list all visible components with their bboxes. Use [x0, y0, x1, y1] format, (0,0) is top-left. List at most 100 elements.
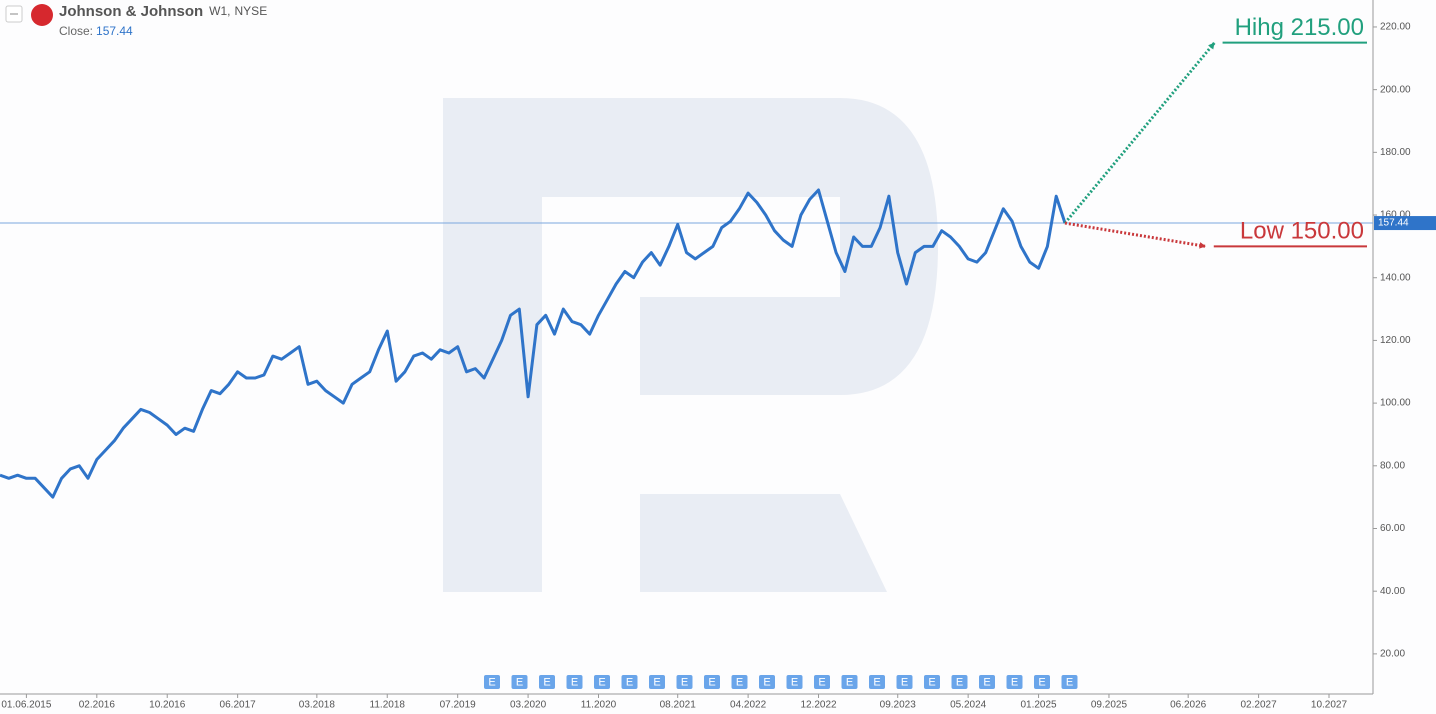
- x-tick-label: 05.2024: [950, 700, 987, 711]
- earnings-badge: [951, 675, 968, 689]
- earnings-badge: [731, 675, 748, 689]
- forecast-arrow: [1063, 41, 1216, 225]
- earnings-badge: [1061, 675, 1078, 689]
- watermark: [443, 98, 938, 592]
- earnings-label: E: [1038, 676, 1045, 688]
- earnings-badge: [924, 675, 940, 689]
- earnings-label: E: [763, 676, 770, 688]
- earnings-marker[interactable]: E: [924, 675, 940, 689]
- y-tick-label: 180.00: [1380, 147, 1411, 158]
- y-tick-label: 60.00: [1380, 523, 1405, 534]
- earnings-label: E: [488, 676, 495, 688]
- y-tick-label: 120.00: [1380, 335, 1411, 346]
- earnings-marker[interactable]: E: [814, 675, 830, 689]
- earnings-badge: [594, 675, 610, 689]
- x-tick-label: 08.2021: [660, 700, 697, 711]
- earnings-badge: [896, 675, 913, 689]
- earnings-badge: [1006, 675, 1023, 689]
- earnings-label: E: [983, 676, 990, 688]
- forecast-label: Low 150.00: [1240, 218, 1364, 245]
- earnings-marker[interactable]: E: [704, 675, 720, 689]
- earnings-label: E: [1066, 676, 1073, 688]
- earnings-label: E: [736, 676, 743, 688]
- earnings-badge: [704, 675, 720, 689]
- x-tick-label: 12.2022: [800, 700, 837, 711]
- x-tick-label: 01.2025: [1020, 700, 1057, 711]
- close-value: 157.44: [96, 24, 133, 38]
- earnings-label: E: [956, 676, 963, 688]
- x-tick-label: 09.2023: [880, 700, 917, 711]
- earnings-marker[interactable]: E: [1034, 675, 1050, 689]
- earnings-marker[interactable]: E: [731, 675, 748, 689]
- earnings-label: E: [873, 676, 880, 688]
- earnings-label: E: [543, 676, 550, 688]
- close-tag-label: 157.44: [1378, 218, 1409, 229]
- earnings-badge: [814, 675, 830, 689]
- earnings-label: E: [653, 676, 660, 688]
- x-tick-label: 07.2019: [440, 700, 477, 711]
- earnings-marker[interactable]: E: [539, 675, 555, 689]
- x-tick-label: 02.2016: [79, 700, 116, 711]
- earnings-badge: [979, 675, 995, 689]
- earnings-label: E: [928, 676, 935, 688]
- x-tick-label: 10.2016: [149, 700, 186, 711]
- x-tick-label: 04.2022: [730, 700, 767, 711]
- earnings-label: E: [598, 676, 605, 688]
- symbol-title: Johnson & Johnson: [59, 3, 203, 20]
- y-tick-label: 100.00: [1380, 398, 1411, 409]
- earnings-marker[interactable]: E: [621, 675, 638, 689]
- y-tick-label: 160.00: [1380, 210, 1411, 221]
- interval: W1,: [209, 4, 230, 18]
- earnings-marker[interactable]: E: [979, 675, 995, 689]
- x-tick-label: 11.2018: [370, 700, 406, 711]
- earnings-marker[interactable]: E: [649, 675, 665, 689]
- forecast-arrowhead: [1199, 242, 1206, 249]
- earnings-marker[interactable]: E: [566, 675, 583, 689]
- header-text: Johnson & Johnson W1, NYSE: [59, 3, 267, 20]
- earnings-badge: [786, 675, 803, 689]
- y-tick-label: 220.00: [1380, 22, 1411, 33]
- x-tick-label: 03.2018: [299, 700, 336, 711]
- close-tag: [1374, 216, 1436, 231]
- earnings-marker[interactable]: E: [759, 675, 775, 689]
- y-tick-label: 140.00: [1380, 272, 1411, 283]
- earnings-label: E: [1011, 676, 1018, 688]
- logo: [31, 4, 53, 26]
- earnings-badge: [1034, 675, 1050, 689]
- earnings-marker[interactable]: E: [511, 675, 528, 689]
- forecast-label: Hihg 215.00: [1235, 14, 1364, 41]
- exchange: NYSE: [235, 4, 268, 18]
- earnings-marker[interactable]: E: [841, 675, 858, 689]
- earnings-marker[interactable]: E: [1006, 675, 1023, 689]
- x-tick-label: 01.06.2015: [1, 700, 51, 711]
- x-tick-label: 09.2025: [1091, 700, 1128, 711]
- x-tick-label: 02.2027: [1241, 700, 1278, 711]
- earnings-marker[interactable]: E: [676, 675, 693, 689]
- earnings-badge: [759, 675, 775, 689]
- earnings-marker[interactable]: E: [869, 675, 885, 689]
- earnings-marker[interactable]: E: [594, 675, 610, 689]
- earnings-marker[interactable]: E: [484, 675, 500, 689]
- y-tick-label: 200.00: [1380, 84, 1411, 95]
- x-tick-label: 10.2027: [1311, 700, 1348, 711]
- earnings-label: E: [626, 676, 633, 688]
- x-tick-label: 06.2017: [220, 700, 257, 711]
- earnings-label: E: [846, 676, 853, 688]
- earnings-label: E: [681, 676, 688, 688]
- y-tick-label: 40.00: [1380, 586, 1405, 597]
- earnings-badge: [511, 675, 528, 689]
- earnings-label: E: [901, 676, 908, 688]
- earnings-badge: [676, 675, 693, 689]
- earnings-marker[interactable]: E: [896, 675, 913, 689]
- y-tick-label: 80.00: [1380, 460, 1405, 471]
- earnings-badge: [869, 675, 885, 689]
- earnings-label: E: [571, 676, 578, 688]
- earnings-marker[interactable]: E: [951, 675, 968, 689]
- earnings-marker[interactable]: E: [1061, 675, 1078, 689]
- price-line: [0, 188, 1067, 499]
- y-tick-label: 20.00: [1380, 649, 1405, 660]
- earnings-label: E: [818, 676, 825, 688]
- header: Johnson & Johnson W1, NYSE Close: 157.44: [5, 3, 267, 38]
- earnings-marker[interactable]: E: [786, 675, 803, 689]
